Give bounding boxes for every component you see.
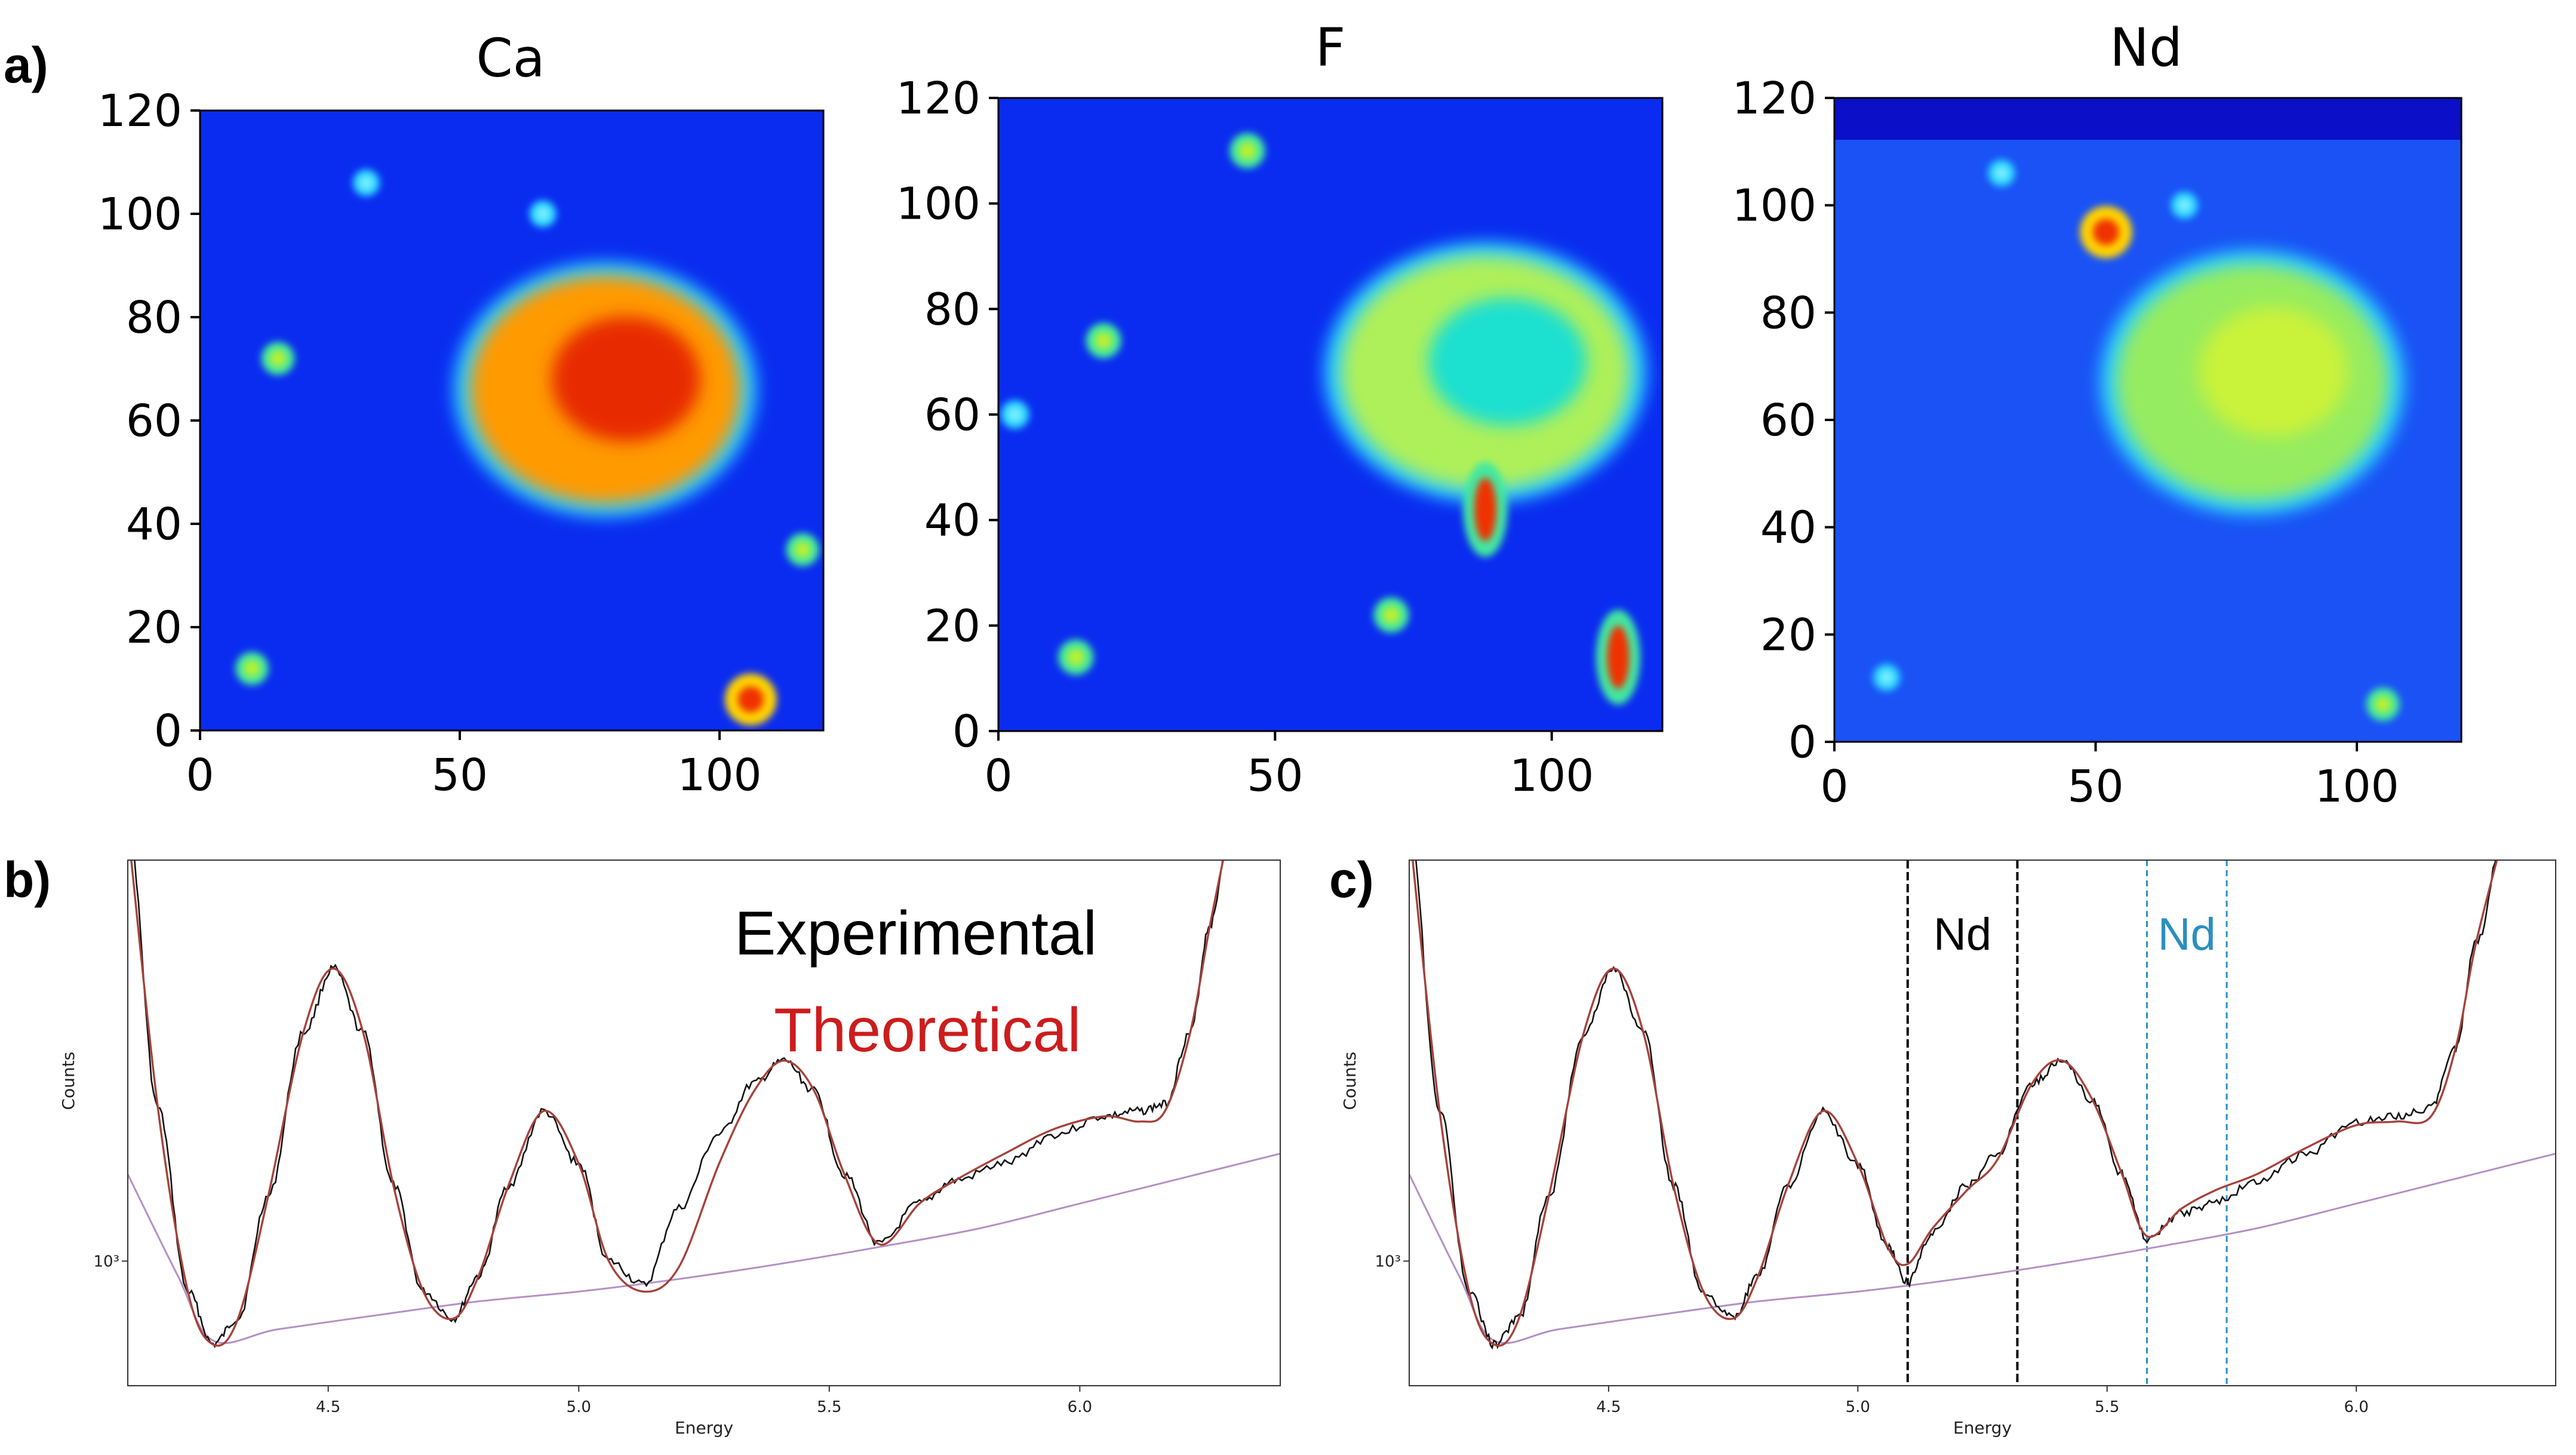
plot-frame (127, 860, 1281, 1386)
plot-area (128, 860, 1280, 1349)
y-tick-label: 100 (1732, 180, 1816, 232)
y-tick-label: 10³ (93, 1253, 119, 1270)
plot-area (1409, 860, 2556, 1386)
y-tick-label: 40 (126, 499, 182, 550)
y-tick-label: 40 (1760, 502, 1816, 554)
heatmap-f: 0 50 100 0 20 40 60 80 100 120 (896, 73, 1664, 802)
heatmap-title-nd: Nd (2110, 17, 2182, 78)
legend-experimental: Experimental (734, 899, 1097, 968)
x-tick-label: 5.5 (2095, 1398, 2119, 1416)
heatmap-hotspot-core (2198, 306, 2348, 437)
heatmap-spot-core (269, 350, 287, 367)
heatmap-spot-core (1238, 142, 1256, 160)
x-tick-label: 0 (984, 750, 1012, 802)
x-tick-label: 50 (1247, 750, 1303, 802)
y-tick-label: 10³ (1375, 1253, 1401, 1270)
x-tick-label: 100 (1510, 750, 1594, 802)
x-tick-label: 100 (677, 750, 761, 801)
heatmap-frame (1833, 97, 2463, 743)
panel-label-c: c) (1329, 852, 1374, 908)
nd-marker-label: Nd (2158, 909, 2216, 960)
y-tick-label: 120 (1732, 73, 1816, 124)
y-tick-label: 60 (126, 395, 182, 447)
heatmap-title-ca: Ca (476, 27, 545, 89)
y-tick-label: 40 (924, 495, 980, 547)
heatmap-spot-core (1382, 606, 1400, 624)
panel-label-a: a) (4, 37, 48, 93)
panel-label-b: b) (4, 852, 51, 908)
x-tick-label: 4.5 (316, 1398, 340, 1416)
heatmap-spot-core (2177, 198, 2191, 213)
y-tick-label: 120 (98, 85, 182, 137)
spectrum-panel-b: 4.5 5.0 5.5 6.0 10³ Energy Counts (59, 860, 1281, 1438)
y-tick-label: 80 (126, 292, 182, 343)
heatmap-streak-core (1474, 478, 1496, 541)
heatmap-spot-core (2374, 696, 2391, 713)
y-tick-label: 60 (1760, 395, 1816, 446)
theoretical-line (130, 860, 1225, 1347)
y-tick-label: 100 (896, 179, 980, 230)
heatmap-spot-core (1007, 407, 1022, 422)
x-axis-label: Energy (675, 1418, 733, 1438)
x-tick-label: 100 (2314, 761, 2399, 812)
heatmap-top-band (1834, 98, 2461, 140)
y-tick-label: 100 (98, 189, 182, 240)
x-tick-label: 0 (186, 750, 214, 801)
heatmap-spot-core (1994, 166, 2009, 180)
y-tick-label: 80 (924, 284, 980, 335)
x-tick-label: 5.0 (1846, 1398, 1870, 1416)
x-tick-label: 5.0 (567, 1398, 591, 1416)
experimental-line (1415, 860, 2497, 1350)
heatmap-spot-core (2093, 219, 2119, 245)
x-tick-label: 6.0 (1068, 1398, 1092, 1416)
heatmap-spot-core (1095, 331, 1112, 350)
plot-frame (1409, 860, 2556, 1386)
heatmap-frame (997, 97, 1664, 732)
x-tick-label: 4.5 (1596, 1398, 1621, 1416)
heatmap-spot-core (359, 176, 373, 190)
y-tick-label: 0 (154, 705, 182, 757)
x-tick-label: 6.0 (2344, 1398, 2368, 1416)
y-tick-label: 120 (896, 73, 980, 124)
experimental-line (134, 860, 1224, 1349)
legend-theoretical: Theoretical (774, 996, 1081, 1065)
y-tick-label: 0 (952, 706, 980, 757)
heatmap-frame (199, 109, 825, 732)
background-fit-line (128, 1152, 1280, 1345)
y-axis-label: Counts (59, 1052, 78, 1110)
heatmap-spot-core (737, 686, 764, 713)
nd-marker-label: Nd (1933, 909, 1991, 960)
heatmap-streak-core (1607, 625, 1630, 689)
heatmap-title-f: F (1315, 17, 1346, 78)
background-fit-line (1409, 1152, 2556, 1345)
heatmap-hotspot-core (551, 317, 700, 442)
heatmap-nd: 0 50 100 0 20 40 60 80 100 120 (1732, 73, 2463, 812)
x-axis-label: Energy (1953, 1418, 2012, 1438)
y-tick-label: 20 (1760, 609, 1816, 661)
y-tick-label: 0 (1788, 717, 1816, 768)
heatmap-spot-core (1066, 648, 1085, 667)
x-tick-label: 5.5 (817, 1398, 841, 1416)
y-tick-label: 20 (924, 600, 980, 652)
x-tick-label: 50 (432, 750, 488, 801)
heatmap-ca: 0 50 100 0 20 40 60 80 100 120 (98, 85, 825, 801)
spectrum-panel-c: Nd Nd 4.5 5.0 5.5 6.0 10³ Energy Counts (1340, 860, 2556, 1438)
heatmap-hotspot-core (1428, 297, 1587, 426)
heatmap-spot-core (536, 207, 550, 221)
y-tick-label: 20 (126, 602, 182, 653)
y-tick-label: 80 (1760, 287, 1816, 339)
heatmap-spot-core (1880, 670, 1893, 684)
x-tick-label: 0 (1820, 761, 1848, 812)
x-tick-label: 50 (2067, 761, 2123, 812)
y-tick-label: 60 (924, 389, 980, 441)
y-axis-label: Counts (1340, 1052, 1360, 1110)
theoretical-line (1412, 860, 2498, 1347)
heatmap-spot-core (244, 660, 260, 677)
heatmap-spot-core (794, 541, 811, 558)
